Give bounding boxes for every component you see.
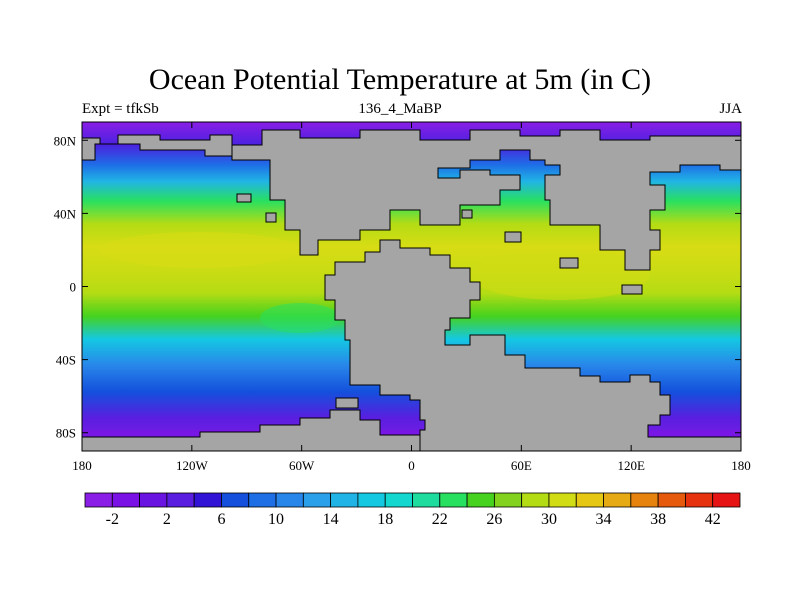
island-2 [265, 212, 277, 223]
colorbar-label: 38 [650, 511, 666, 528]
colorbar-swatch [275, 492, 304, 508]
x-tick-label: 180 [72, 458, 92, 473]
x-tick-label: 120W [176, 458, 209, 473]
colorbar-label: 6 [217, 511, 225, 528]
x-tick-label: 0 [408, 458, 415, 473]
colorbar-swatch [302, 492, 332, 508]
y-tick-label: 40S [56, 353, 76, 368]
colorbar-label: 22 [432, 511, 448, 528]
colorbar-swatch [84, 492, 113, 508]
x-tick-label: 120E [617, 458, 645, 473]
colorbar-swatch [466, 492, 495, 508]
y-tick-label: 80S [56, 426, 76, 441]
x-tick-label: 60W [289, 458, 315, 473]
timeslice-label: 136_4_MaBP [358, 101, 442, 117]
x-axis: 180 120W 60W 0 60E 120E 180 [72, 122, 751, 473]
colorbar-swatch [439, 492, 468, 508]
island-1 [236, 193, 252, 203]
x-tick-label: 180 [731, 458, 751, 473]
colorbar-swatch [685, 492, 714, 508]
colorbar-swatch [221, 492, 250, 508]
landmass-arctic-west [82, 134, 246, 161]
colorbar-swatch [111, 492, 140, 508]
colorbar-swatch [248, 492, 277, 508]
colorbar-swatch [412, 492, 441, 508]
y-tick-label: 80N [54, 133, 77, 148]
colorbar-swatch [139, 492, 168, 508]
island-5 [559, 257, 579, 269]
landmass-antarctic-west [82, 409, 421, 451]
colorbar-swatch [384, 492, 413, 508]
colorbar-label: 2 [163, 511, 171, 528]
map-title: Ocean Potential Temperature at 5m (in C) [148, 63, 652, 96]
colorbar-swatch [575, 492, 604, 508]
warm-pool-indian [470, 250, 650, 300]
island-3 [461, 209, 473, 219]
colorbar-label: 30 [541, 511, 557, 528]
colorbar: -2 2 6 10 14 18 22 26 30 34 38 42 [84, 492, 741, 528]
colorbar-swatch [330, 492, 359, 508]
colorbar-swatch [657, 492, 686, 508]
colorbar-swatch [712, 492, 741, 508]
island-6 [621, 284, 643, 295]
landmass-north-continent [231, 129, 741, 271]
colorbar-label: 10 [268, 511, 284, 528]
island-4 [504, 231, 522, 243]
landmass-south-continent [324, 239, 741, 451]
y-axis: 80N 40N 0 40S 80S [54, 133, 741, 441]
colorbar-swatch [166, 492, 195, 508]
colorbar-label: 18 [377, 511, 393, 528]
colorbar-swatch [548, 492, 577, 508]
colorbar-swatch [357, 492, 386, 508]
colorbar-swatch [630, 492, 659, 508]
colorbar-label: 42 [705, 511, 721, 528]
warm-pool-pacific [100, 232, 300, 268]
cool-upwelling-east-pacific [260, 303, 340, 333]
x-tick-label: 60E [511, 458, 532, 473]
colorbar-swatch [603, 492, 632, 508]
colorbar-label: -2 [106, 511, 119, 528]
colorbar-swatch [521, 492, 550, 508]
y-tick-label: 0 [70, 280, 77, 295]
colorbar-label: 14 [323, 511, 339, 528]
colorbar-swatch [193, 492, 222, 508]
colorbar-swatch [493, 492, 523, 508]
y-tick-label: 40N [54, 206, 77, 221]
colorbar-label: 26 [486, 511, 502, 528]
land-masses [82, 129, 741, 451]
island-7 [335, 397, 359, 409]
season-label: JJA [719, 101, 742, 117]
colorbar-label: 34 [596, 511, 612, 528]
experiment-label: Expt = tfkSb [82, 101, 159, 117]
